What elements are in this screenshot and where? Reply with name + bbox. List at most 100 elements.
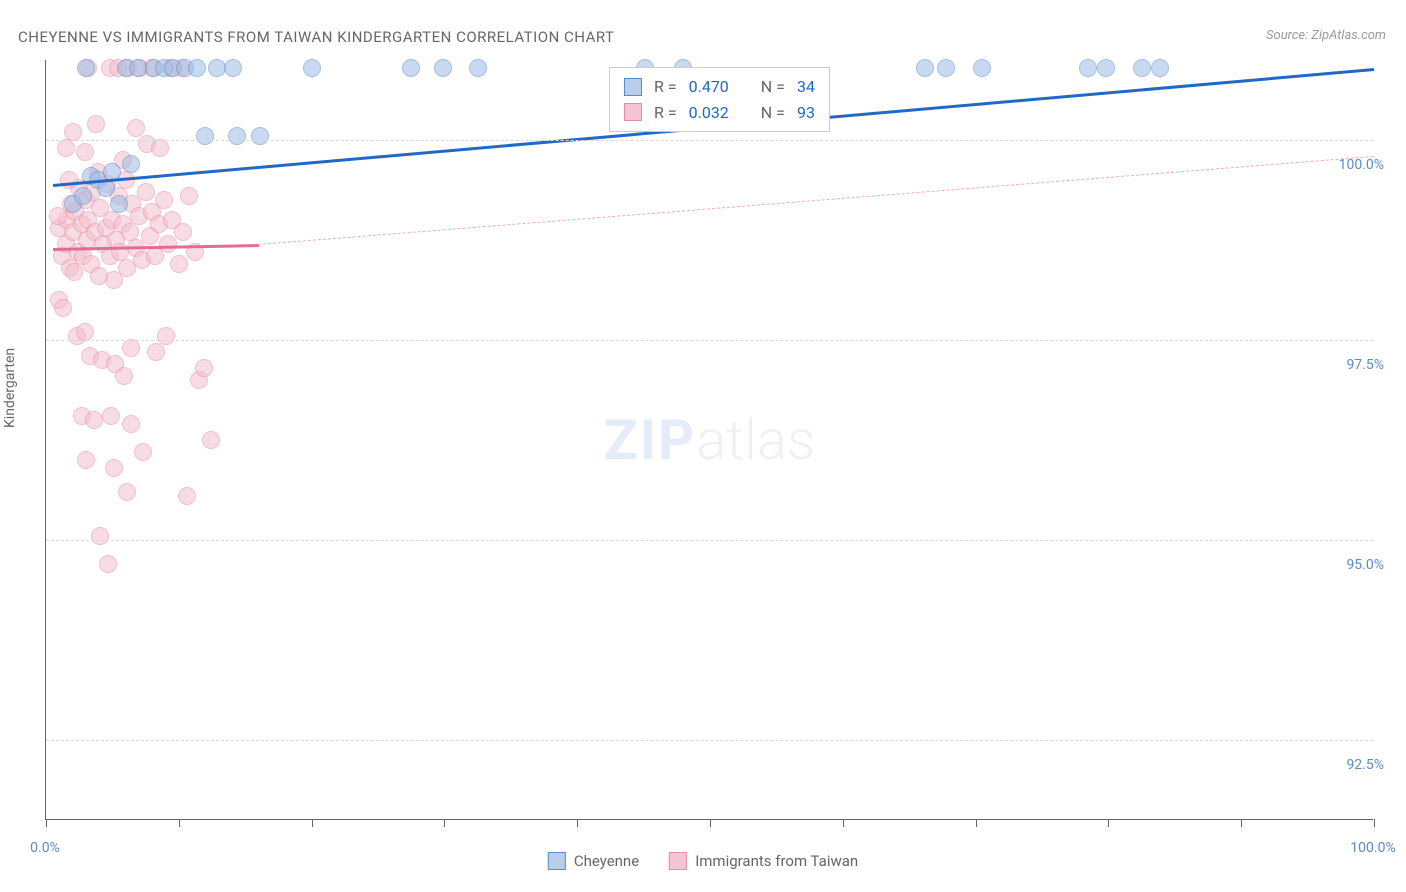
stat-n-label: N = [761, 74, 785, 100]
stat-n-value: 93 [797, 100, 815, 126]
scatter-point-taiwan [134, 443, 152, 461]
xtick [710, 819, 711, 827]
stat-r-label: R = [654, 74, 677, 100]
legend-swatch-icon [624, 78, 642, 96]
scatter-point-taiwan [155, 191, 173, 209]
legend-swatch-icon [548, 852, 566, 870]
stat-n-label: N = [761, 100, 785, 126]
xtick-label: 0.0% [30, 840, 60, 856]
scatter-point-taiwan [170, 255, 188, 273]
ytick-label: 95.0% [1346, 557, 1384, 573]
scatter-point-taiwan [99, 555, 117, 573]
scatter-point-taiwan [49, 207, 67, 225]
chart-source: Source: ZipAtlas.com [1266, 28, 1386, 43]
scatter-point-cheyenne [77, 59, 95, 77]
scatter-point-cheyenne [916, 59, 934, 77]
legend-item: Cheyenne [548, 852, 639, 870]
xtick [976, 819, 977, 827]
scatter-point-taiwan [76, 143, 94, 161]
scatter-point-cheyenne [434, 59, 452, 77]
y-axis-label: Kindergarten [2, 348, 18, 428]
stat-r-label: R = [654, 100, 677, 126]
legend-swatch-icon [624, 103, 642, 121]
gridline-h [46, 740, 1373, 741]
xtick [46, 819, 47, 827]
scatter-point-taiwan [195, 359, 213, 377]
scatter-point-taiwan [180, 187, 198, 205]
scatter-point-taiwan [159, 235, 177, 253]
scatter-point-cheyenne [1097, 59, 1115, 77]
scatter-point-taiwan [85, 411, 103, 429]
scatter-point-cheyenne [228, 127, 246, 145]
scatter-point-cheyenne [122, 155, 140, 173]
xtick [1108, 819, 1109, 827]
scatter-point-taiwan [115, 367, 133, 385]
stats-row: R = 0.470 N = 34 [624, 74, 815, 100]
scatter-point-taiwan [202, 431, 220, 449]
scatter-point-cheyenne [188, 59, 206, 77]
scatter-point-cheyenne [110, 195, 128, 213]
scatter-point-taiwan [105, 459, 123, 477]
scatter-point-taiwan [118, 483, 136, 501]
scatter-point-cheyenne [1151, 59, 1169, 77]
scatter-point-cheyenne [196, 127, 214, 145]
trendline-taiwan-dash [258, 156, 1374, 245]
scatter-point-taiwan [54, 299, 72, 317]
scatter-point-cheyenne [973, 59, 991, 77]
xtick [577, 819, 578, 827]
bottom-legend: Cheyenne Immigrants from Taiwan [548, 852, 858, 870]
legend-item: Immigrants from Taiwan [669, 852, 858, 870]
scatter-point-cheyenne [402, 59, 420, 77]
scatter-point-cheyenne [1079, 59, 1097, 77]
watermark: ZIPatlas [604, 407, 816, 473]
scatter-point-taiwan [151, 139, 169, 157]
chart-title: CHEYENNE VS IMMIGRANTS FROM TAIWAN KINDE… [18, 28, 614, 46]
ytick-label: 100.0% [1339, 157, 1384, 173]
scatter-point-taiwan [57, 139, 75, 157]
scatter-point-taiwan [147, 343, 165, 361]
scatter-point-taiwan [65, 263, 83, 281]
stats-row: R = 0.032 N = 93 [624, 100, 815, 126]
scatter-point-cheyenne [224, 59, 242, 77]
scatter-point-taiwan [102, 407, 120, 425]
xtick [444, 819, 445, 827]
legend-swatch-icon [669, 852, 687, 870]
scatter-point-cheyenne [251, 127, 269, 145]
scatter-point-taiwan [87, 115, 105, 133]
legend-label: Cheyenne [574, 852, 639, 870]
ytick-label: 92.5% [1346, 757, 1384, 773]
gridline-h [46, 540, 1373, 541]
xtick [179, 819, 180, 827]
legend-label: Immigrants from Taiwan [695, 852, 858, 870]
scatter-point-cheyenne [937, 59, 955, 77]
scatter-point-taiwan [174, 223, 192, 241]
stats-legend-box: R = 0.470 N = 34 R = 0.032 N = 93 [609, 67, 830, 132]
stat-r-value: 0.032 [689, 100, 729, 126]
scatter-point-cheyenne [469, 59, 487, 77]
scatter-point-taiwan [178, 487, 196, 505]
scatter-point-taiwan [91, 527, 109, 545]
scatter-point-cheyenne [303, 59, 321, 77]
stat-n-value: 34 [797, 74, 815, 100]
gridline-h [46, 340, 1373, 341]
xtick-label: 100.0% [1350, 840, 1395, 856]
xtick [1241, 819, 1242, 827]
scatter-point-cheyenne [1133, 59, 1151, 77]
chart-plot-area: ZIPatlas R = 0.470 N = 34 R = 0.032 N = 93 [45, 60, 1373, 820]
xtick [1374, 819, 1375, 827]
gridline-h [46, 140, 1373, 141]
xtick [843, 819, 844, 827]
scatter-point-cheyenne [74, 187, 92, 205]
scatter-point-taiwan [127, 119, 145, 137]
scatter-point-taiwan [122, 339, 140, 357]
xtick [312, 819, 313, 827]
stat-r-value: 0.470 [689, 74, 729, 100]
ytick-label: 97.5% [1346, 357, 1384, 373]
scatter-point-taiwan [157, 327, 175, 345]
scatter-point-taiwan [137, 183, 155, 201]
scatter-point-taiwan [77, 451, 95, 469]
scatter-point-taiwan [60, 171, 78, 189]
scatter-point-taiwan [122, 415, 140, 433]
scatter-point-taiwan [76, 323, 94, 341]
scatter-point-taiwan [64, 123, 82, 141]
